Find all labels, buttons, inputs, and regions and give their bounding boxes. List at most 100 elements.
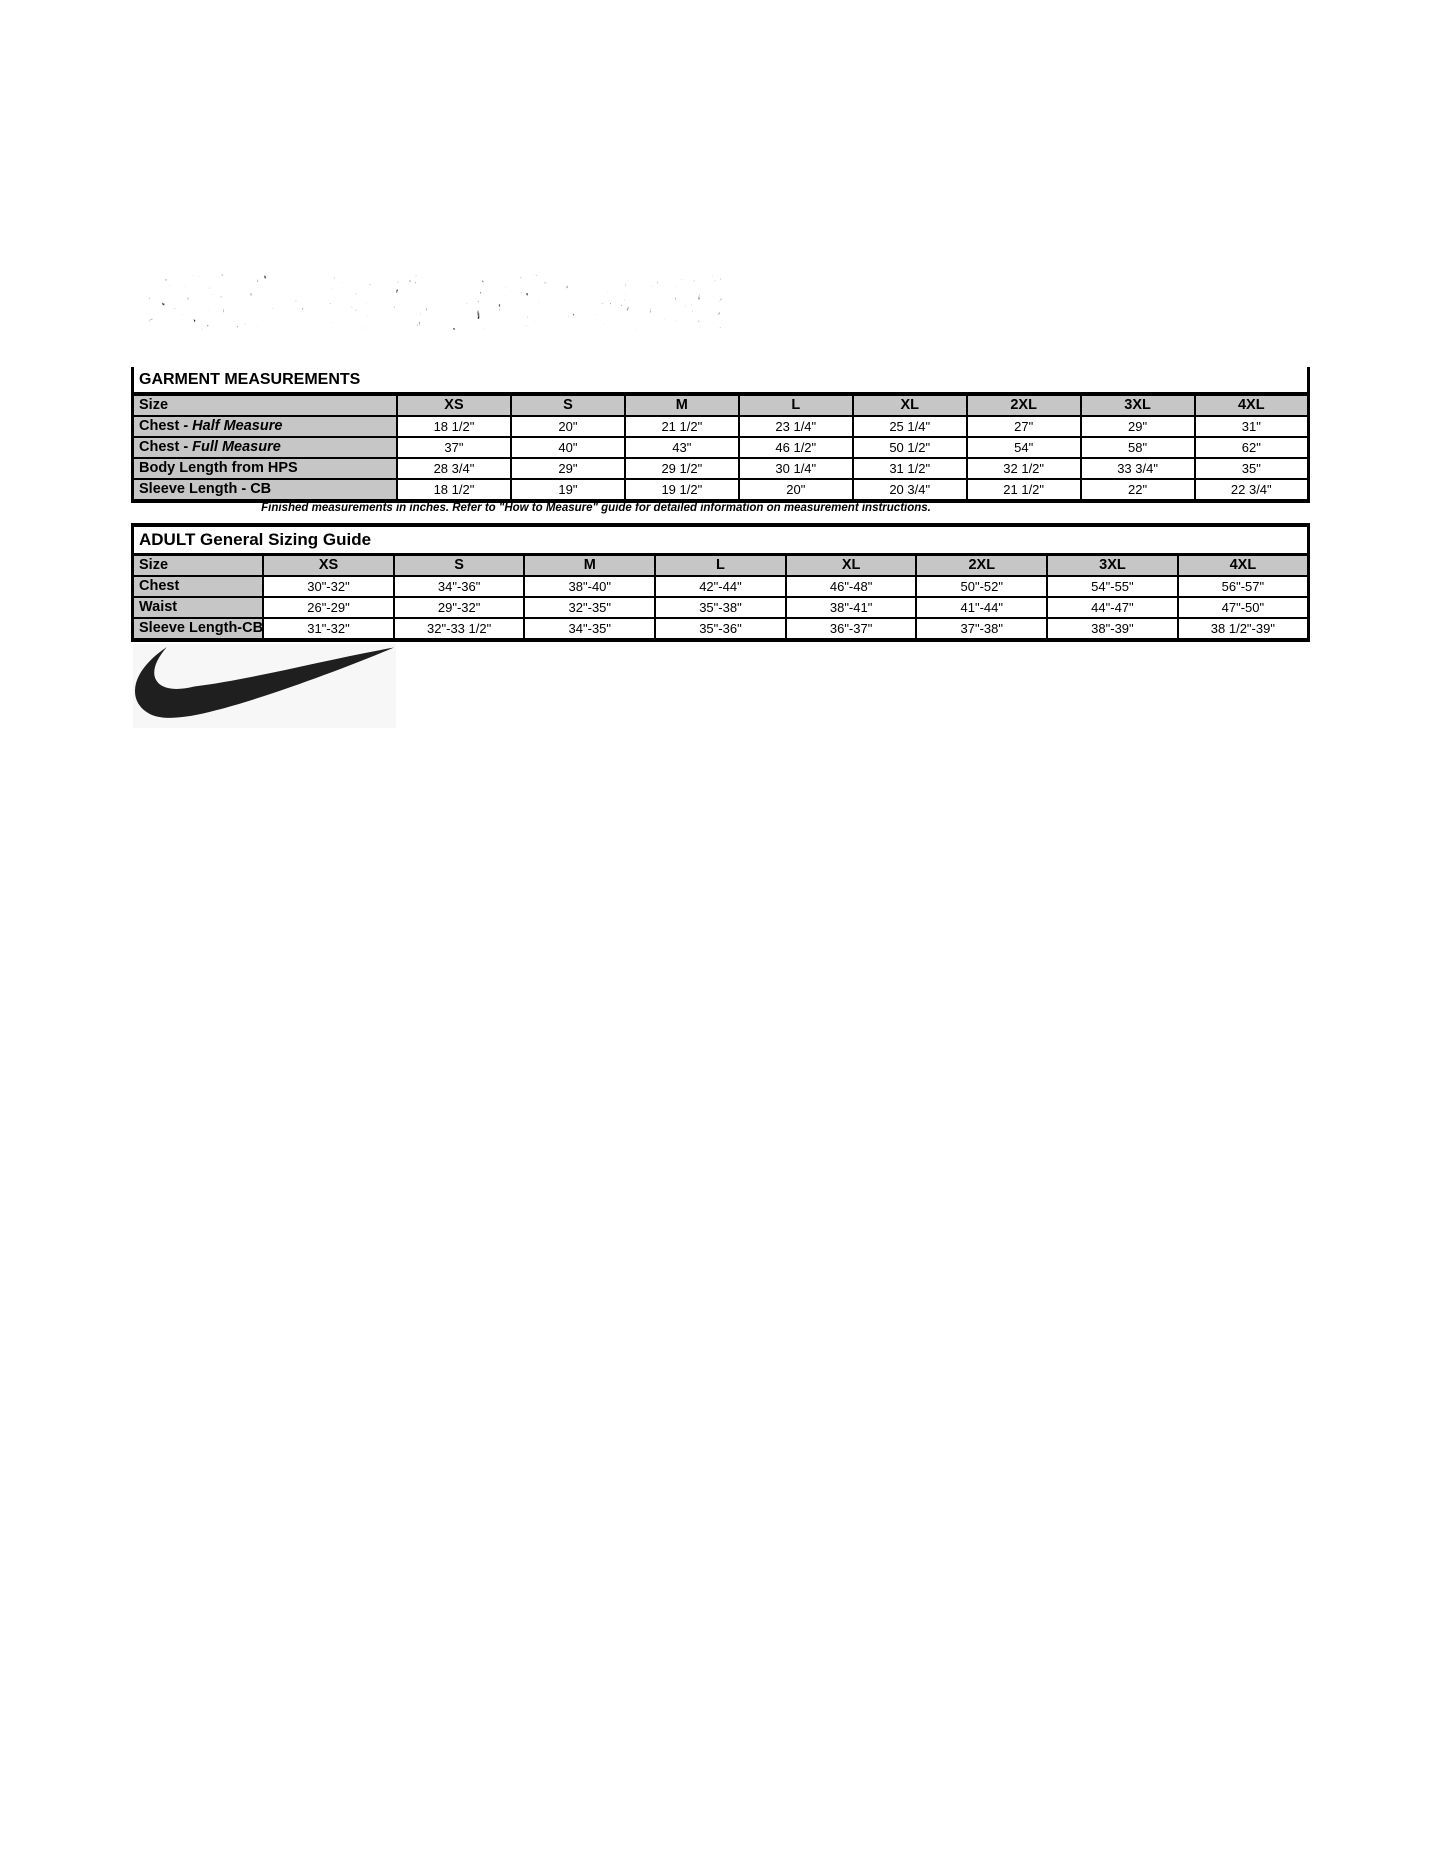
table-row-sleeve-length: Sleeve Length - CB 18 1/2" 19" 19 1/2" 2… bbox=[131, 478, 1310, 502]
measurement-value: 27" bbox=[965, 415, 1082, 438]
measurement-value: 31"-32" bbox=[262, 617, 395, 641]
row-label: Body Length from HPS bbox=[131, 457, 398, 480]
size-col-header-l: L bbox=[737, 393, 854, 417]
measurement-value: 29 1/2" bbox=[623, 457, 740, 480]
measurement-value: 36"-37" bbox=[784, 617, 918, 641]
measurement-value: 19 1/2" bbox=[623, 478, 740, 502]
size-col-header-2xl: 2XL bbox=[915, 553, 1049, 577]
measurement-footnote: Finished measurements in inches. Refer t… bbox=[261, 502, 931, 514]
size-col-header-m: M bbox=[523, 553, 657, 577]
measurement-value: 26"-29" bbox=[262, 596, 395, 619]
measurement-value: 50 1/2" bbox=[851, 436, 968, 459]
measurement-value: 56"-57" bbox=[1176, 575, 1310, 598]
table-row-body-length: Body Length from HPS 28 3/4" 29" 29 1/2"… bbox=[131, 457, 1310, 480]
measurement-value: 33 3/4" bbox=[1079, 457, 1196, 480]
measurement-value: 42"-44" bbox=[654, 575, 787, 598]
measurement-value: 32"-33 1/2" bbox=[392, 617, 526, 641]
measurement-value: 30 1/4" bbox=[737, 457, 854, 480]
row-label: Chest bbox=[131, 575, 265, 598]
size-header-row: Size XS S M L XL 2XL 3XL 4XL bbox=[131, 393, 1310, 417]
size-col-header-4xl: 4XL bbox=[1176, 553, 1310, 577]
measurement-value: 18 1/2" bbox=[396, 415, 512, 438]
measurement-value: 35"-36" bbox=[654, 617, 787, 641]
measurement-value: 46"-48" bbox=[784, 575, 918, 598]
measurement-value: 38"-39" bbox=[1046, 617, 1179, 641]
measurement-value: 54" bbox=[965, 436, 1082, 459]
measurement-value: 38"-41" bbox=[784, 596, 918, 619]
measurement-value: 21 1/2" bbox=[965, 478, 1082, 502]
row-label-italic: Half Measure bbox=[192, 418, 283, 434]
measurement-value: 62" bbox=[1193, 436, 1310, 459]
table-row-chest-half: Chest - Half Measure 18 1/2" 20" 21 1/2"… bbox=[131, 415, 1310, 438]
row-label: Sleeve Length - CB bbox=[131, 478, 398, 502]
size-col-header-xs: XS bbox=[396, 393, 512, 417]
measurement-value: 18 1/2" bbox=[396, 478, 512, 502]
measurement-value: 38"-40" bbox=[523, 575, 657, 598]
measurement-value: 40" bbox=[509, 436, 626, 459]
table-row-chest-full: Chest - Full Measure 37" 40" 43" 46 1/2"… bbox=[131, 436, 1310, 459]
measurement-value: 29"-32" bbox=[392, 596, 526, 619]
measurement-value: 58" bbox=[1079, 436, 1196, 459]
row-label: Chest - Full Measure bbox=[131, 436, 398, 459]
garment-table-title: GARMENT MEASUREMENTS bbox=[131, 367, 1310, 392]
measurement-value: 19" bbox=[509, 478, 626, 502]
measurement-value: 34"-35" bbox=[523, 617, 657, 641]
size-col-header-xl: XL bbox=[784, 553, 918, 577]
measurement-value: 43" bbox=[623, 436, 740, 459]
row-label-text: Chest - bbox=[139, 418, 193, 434]
measurement-value: 35"-38" bbox=[654, 596, 787, 619]
size-col-header-3xl: 3XL bbox=[1079, 393, 1196, 417]
measurement-value: 29" bbox=[509, 457, 626, 480]
measurement-value: 54"-55" bbox=[1046, 575, 1179, 598]
row-label-text: Body Length from HPS bbox=[139, 460, 298, 476]
size-col-header-xl: XL bbox=[851, 393, 968, 417]
measurement-value: 41"-44" bbox=[915, 596, 1049, 619]
size-header-label: Size bbox=[131, 553, 265, 577]
measurement-value: 34"-36" bbox=[392, 575, 526, 598]
measurement-value: 47"-50" bbox=[1176, 596, 1310, 619]
nike-logo bbox=[133, 644, 396, 728]
measurement-value: 20" bbox=[737, 478, 854, 502]
measurement-value: 23 1/4" bbox=[737, 415, 854, 438]
size-col-header-4xl: 4XL bbox=[1193, 393, 1310, 417]
table-row-waist: Waist 26"-29" 29"-32" 32"-35" 35"-38" 38… bbox=[131, 596, 1310, 619]
size-col-header-2xl: 2XL bbox=[965, 393, 1082, 417]
size-col-header-s: S bbox=[392, 553, 526, 577]
adult-title-row: ADULT General Sizing Guide bbox=[131, 524, 1310, 556]
adult-sizing-table: ADULT General Sizing Guide Size XS S M L… bbox=[131, 523, 1310, 642]
row-label-text: Chest - bbox=[139, 439, 193, 455]
measurement-value: 32"-35" bbox=[523, 596, 657, 619]
size-col-header-s: S bbox=[509, 393, 626, 417]
table-row-sleeve-length: Sleeve Length-CB 31"-32" 32"-33 1/2" 34"… bbox=[131, 617, 1310, 641]
measurement-value: 29" bbox=[1079, 415, 1196, 438]
measurement-value: 22" bbox=[1079, 478, 1196, 502]
measurement-value: 37" bbox=[396, 436, 512, 459]
measurement-value: 28 3/4" bbox=[396, 457, 512, 480]
nike-swoosh-icon bbox=[134, 647, 394, 718]
measurement-value: 35" bbox=[1193, 457, 1310, 480]
measurement-value: 30"-32" bbox=[262, 575, 395, 598]
measurement-value: 25 1/4" bbox=[851, 415, 968, 438]
adult-table-title: ADULT General Sizing Guide bbox=[131, 524, 1310, 556]
size-header-row: Size XS S M L XL 2XL 3XL 4XL bbox=[131, 553, 1310, 577]
table-row-chest: Chest 30"-32" 34"-36" 38"-40" 42"-44" 46… bbox=[131, 575, 1310, 598]
measurement-value: 20 3/4" bbox=[851, 478, 968, 502]
garment-measurements-table: Size XS S M L XL 2XL 3XL 4XL Chest - Hal… bbox=[131, 392, 1310, 503]
measurement-value: 46 1/2" bbox=[737, 436, 854, 459]
row-label-italic: Full Measure bbox=[192, 439, 281, 455]
measurement-value: 31 1/2" bbox=[851, 457, 968, 480]
row-label: Waist bbox=[131, 596, 265, 619]
measurement-value: 50"-52" bbox=[915, 575, 1049, 598]
size-col-header-3xl: 3XL bbox=[1046, 553, 1179, 577]
measurement-value: 44"-47" bbox=[1046, 596, 1179, 619]
size-col-header-m: M bbox=[623, 393, 740, 417]
row-label-text: Sleeve Length - CB bbox=[139, 481, 272, 497]
measurement-value: 37"-38" bbox=[915, 617, 1049, 641]
measurement-value: 31" bbox=[1193, 415, 1310, 438]
measurement-value: 20" bbox=[509, 415, 626, 438]
row-label: Sleeve Length-CB bbox=[131, 617, 265, 641]
measurement-value: 38 1/2"-39" bbox=[1176, 617, 1310, 641]
size-header-label: Size bbox=[131, 393, 398, 417]
measurement-value: 22 3/4" bbox=[1193, 478, 1310, 502]
measurement-value: 21 1/2" bbox=[623, 415, 740, 438]
